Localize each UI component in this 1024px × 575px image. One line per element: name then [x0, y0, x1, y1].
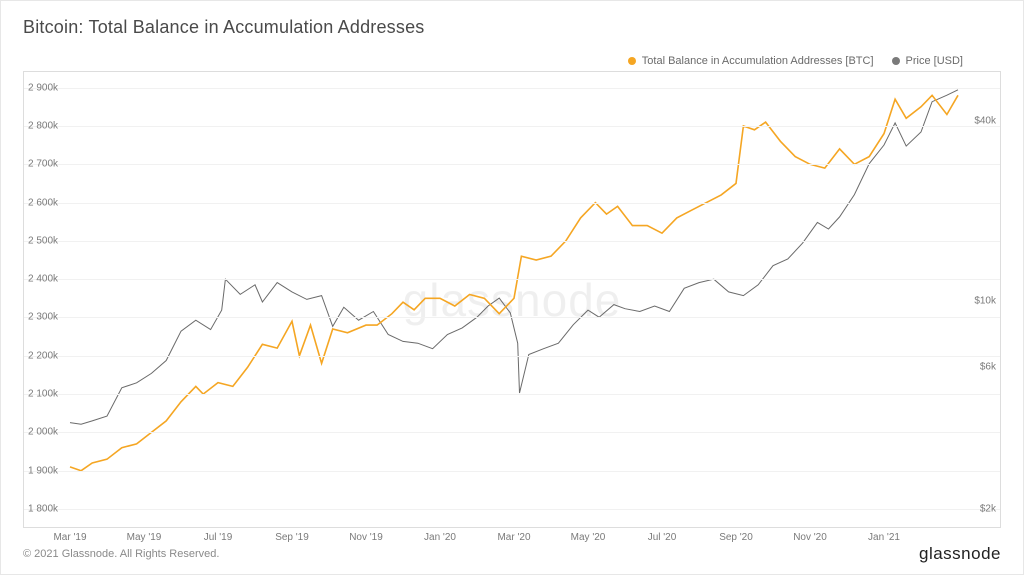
chart-area: glassnode 1 800k1 900k2 000k2 100k2 200k… [23, 71, 1001, 528]
y-left-label: 2 900k [28, 82, 58, 93]
x-label: Mar '19 [53, 532, 86, 543]
y-left-label: 2 700k [28, 159, 58, 170]
x-label: May '19 [127, 532, 162, 543]
x-label: Jan '20 [424, 532, 456, 543]
chart-title: Bitcoin: Total Balance in Accumulation A… [23, 17, 1005, 38]
legend-label-price: Price [USD] [906, 55, 963, 67]
footer: © 2021 Glassnode. All Rights Reserved. g… [23, 544, 1001, 564]
y-right-label: $2k [980, 504, 996, 515]
chart-frame: Bitcoin: Total Balance in Accumulation A… [0, 0, 1024, 575]
chart-svg [24, 72, 1000, 527]
y-left-label: 2 200k [28, 350, 58, 361]
gridline [24, 164, 1000, 165]
gridline [24, 126, 1000, 127]
gridline [24, 432, 1000, 433]
gridline [24, 394, 1000, 395]
y-right-label: $40k [974, 116, 996, 127]
brand-logo: glassnode [919, 544, 1001, 564]
legend-item-price: Price [USD] [892, 55, 963, 67]
y-left-label: 2 000k [28, 427, 58, 438]
series-balance-line [70, 95, 958, 470]
x-label: Jul '20 [648, 532, 677, 543]
x-label: Nov '19 [349, 532, 383, 543]
legend: Total Balance in Accumulation Addresses … [628, 55, 963, 67]
x-label: Mar '20 [497, 532, 530, 543]
legend-item-balance: Total Balance in Accumulation Addresses … [628, 55, 874, 67]
x-label: Nov '20 [793, 532, 827, 543]
y-left-label: 2 500k [28, 235, 58, 246]
y-left-label: 2 800k [28, 120, 58, 131]
legend-dot-price [892, 57, 900, 65]
gridline [24, 279, 1000, 280]
x-label: Jul '19 [204, 532, 233, 543]
x-label: Jan '21 [868, 532, 900, 543]
gridline [24, 356, 1000, 357]
gridline [24, 88, 1000, 89]
y-left-label: 2 100k [28, 389, 58, 400]
y-left-label: 2 600k [28, 197, 58, 208]
gridline [24, 241, 1000, 242]
legend-dot-balance [628, 57, 636, 65]
gridline [24, 509, 1000, 510]
x-label: Sep '20 [719, 532, 753, 543]
series-price-line [70, 90, 958, 424]
legend-label-balance: Total Balance in Accumulation Addresses … [642, 55, 874, 67]
y-left-label: 2 400k [28, 274, 58, 285]
y-left-label: 2 300k [28, 312, 58, 323]
copyright-text: © 2021 Glassnode. All Rights Reserved. [23, 548, 219, 560]
y-right-label: $10k [974, 295, 996, 306]
gridline [24, 471, 1000, 472]
y-left-label: 1 900k [28, 465, 58, 476]
x-label: Sep '19 [275, 532, 309, 543]
x-label: May '20 [571, 532, 606, 543]
gridline [24, 317, 1000, 318]
y-right-label: $6k [980, 361, 996, 372]
y-left-label: 1 800k [28, 504, 58, 515]
gridline [24, 203, 1000, 204]
